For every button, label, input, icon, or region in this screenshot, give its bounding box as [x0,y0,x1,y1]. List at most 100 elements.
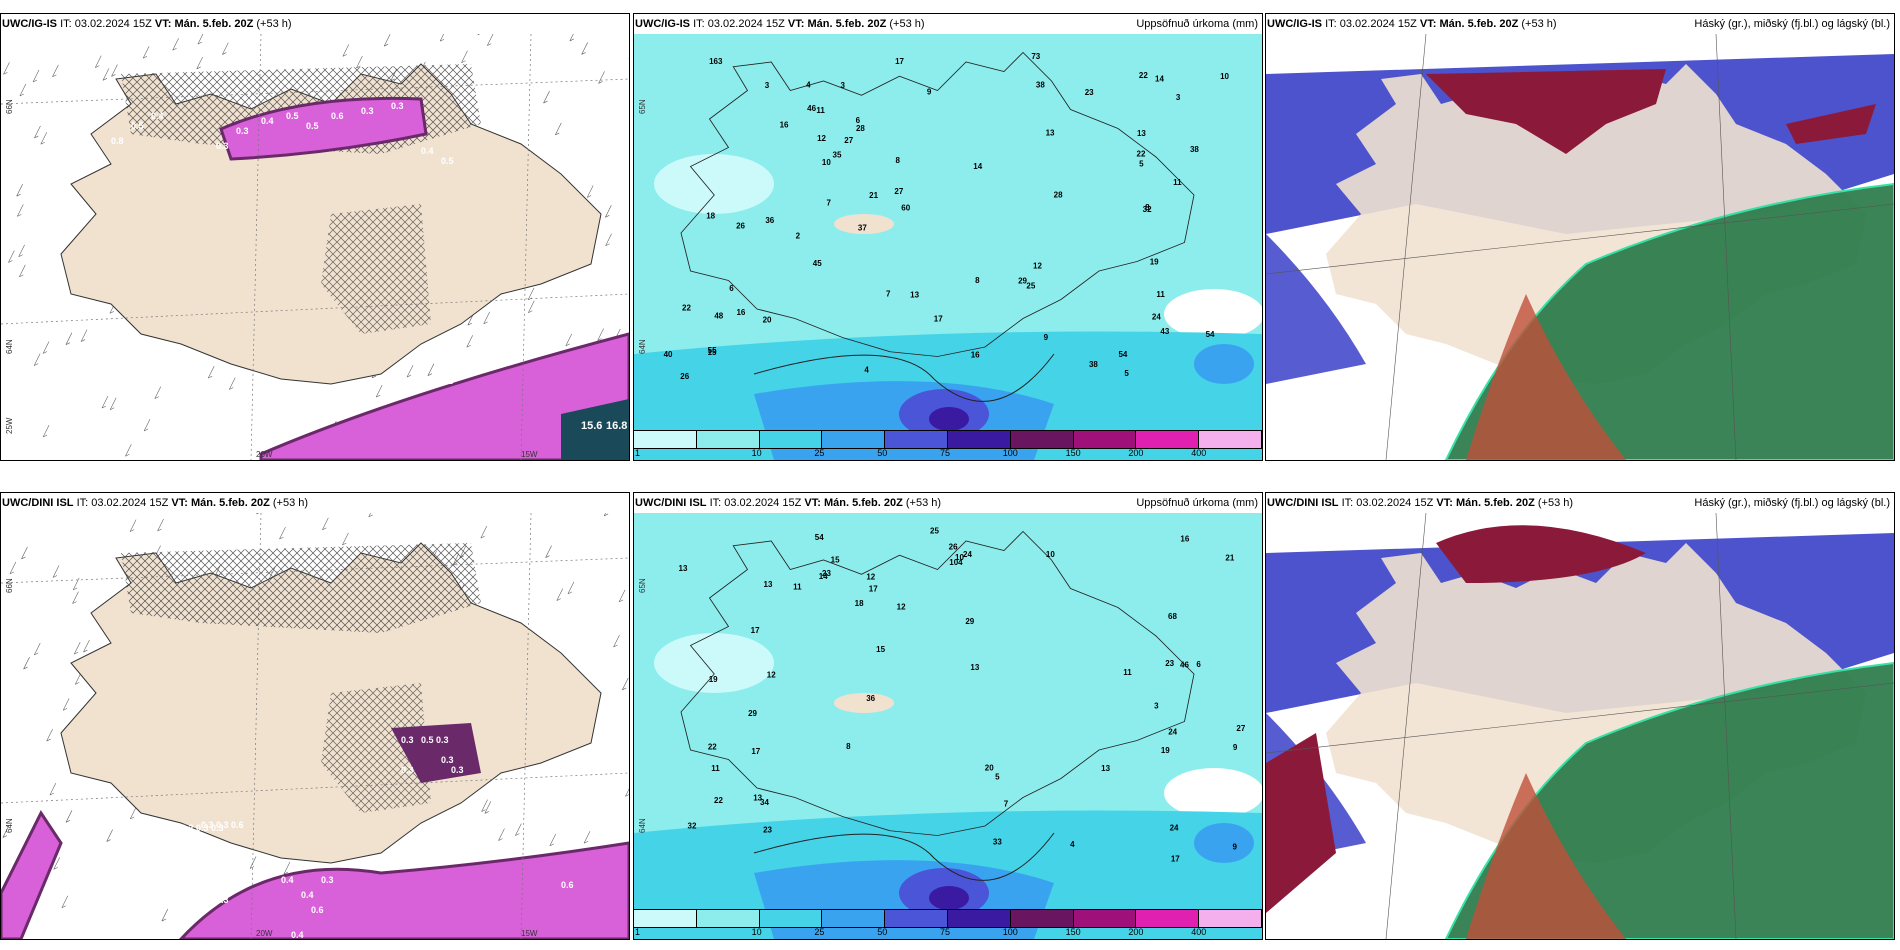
precip-value: 14 [973,162,982,171]
map-area: 17 29 13 15 8 11 13 16 23 24 20 27 9 10 11 12 13 17 26 10 4 5… [634,513,1262,939]
precip-value: 32 [688,821,697,830]
high-cloud [1436,525,1646,583]
precip-value: 16 [780,120,789,129]
legend-swatch [1073,431,1137,448]
legend-swatch [822,910,886,927]
value-label: 0.5 [131,121,144,131]
it-label: IT: [693,18,705,30]
precip-value: 13 [679,564,688,573]
precip-value: 11 [1156,290,1165,299]
precip-value: 4 [806,81,811,90]
precip-value: 3 [841,81,846,90]
legend-label: 200 [1128,927,1144,937]
precip-value: 8 [846,742,851,751]
init-time: 03.02.2024 15Z [1356,497,1434,509]
init-time: 03.02.2024 15Z [1339,18,1417,30]
value-label: 0.6 [311,905,324,915]
legend-label: 10 [751,448,762,458]
precip-value: 5 [995,773,1000,782]
precip-value: 19 [709,675,718,684]
lead-time: (+53 h) [1537,497,1574,509]
precip-value: 3 [1154,701,1159,710]
precip-value: 11 [711,764,720,773]
precip-value: 25 [1026,281,1035,290]
precip-value: 12 [866,572,875,581]
precip-value: 15 [831,555,840,564]
legend-swatch [1010,431,1074,448]
precip-value: 35 [833,151,842,160]
precip-value: 38 [1190,145,1199,154]
precip-value: 3 [765,81,770,90]
precip-value: 29 [965,617,974,626]
value-label: 0.3 [451,765,464,775]
precip-value: 22 [1137,150,1146,159]
legend-label: 400 [1191,448,1207,458]
precip-value: 27 [844,136,853,145]
precip-value: 12 [817,134,826,143]
precip-value: 22 [714,796,723,805]
model-name: UWC/IG-IS [2,18,57,30]
value-label: 0.5 [421,735,434,745]
it-label: IT: [76,497,89,509]
legend-swatch [759,431,823,448]
legend-label: 75 [940,927,951,937]
precip-value: 38 [1089,360,1098,369]
legend-label: 1 [635,448,641,458]
precip-value: 16 [1180,534,1189,543]
latitude-label: 64N [638,339,647,354]
map-canvas [1266,34,1894,460]
precip-value: 33 [993,837,1002,846]
icing-zone [219,96,428,161]
valid-time: Mán. 5.feb. 20Z [174,18,254,30]
value-label: 0.1 [201,895,214,905]
map-area: 0.8 0.5 0.4 0.3 0.3 0.4 0.5 0.5 0.6 0.3 0.3 0.4 0.5 0… [1,34,629,460]
valid-time: Mán. 5.feb. 20Z [1455,497,1535,509]
lead-time: (+53 h) [905,497,942,509]
high-cloud [1426,69,1666,154]
value-label: 0.3 [216,895,229,905]
value-label: 0.5 [581,311,594,321]
lead-time: (+53 h) [1521,18,1557,30]
model-name: UWC/DINI ISL [1267,497,1339,509]
value-label: 0.3 [196,823,209,833]
model-name: UWC/DINI ISL [2,497,74,509]
panel-field-title: Háský (gr.), miðský (fj.bl.) og lágský (… [1694,497,1890,509]
precip-value: 68 [1168,612,1177,621]
precip-value: 14 [1155,75,1164,84]
panel-header: UWC/DINI ISL IT: 03.02.2024 15Z VT: Mán.… [2,496,625,510]
precip-value: 7 [1004,800,1009,809]
legend-label: 100 [1002,927,1018,937]
icing-zone [391,723,481,783]
legend-colorbar [634,909,1262,928]
value-label: 0.2 [181,823,194,833]
value-label: 0.8 [111,136,124,146]
legend-swatch [1136,431,1200,448]
legend-swatch [1073,910,1137,927]
precip-value: 23 [763,825,772,834]
precip-value: 11 [1123,668,1132,677]
precip-value: 22 [682,304,691,313]
value-label: 0.3 [361,106,374,116]
precip-legend: 1 10 25 50 75 100 150 200 400 [634,909,1262,939]
precip-value: 13 [753,794,762,803]
precip-value: 4 [864,366,869,375]
panel-field-title: Uppsöfnuð úrkoma (mm) [1136,497,1258,509]
value-label: 0.4 [291,930,304,939]
init-time: 03.02.2024 15Z [707,18,785,30]
value-label: 0.3 [391,101,404,111]
precip-value: 17 [895,57,904,66]
panel-field-title: Uppsöfnuð úrkoma (mm) [1136,18,1258,30]
lead-time: (+53 h) [889,18,925,30]
valid-time: Mán. 5.feb. 20Z [807,18,887,30]
icing-zone [1,810,63,939]
map-panel-bot-left: UWC/DINI ISL IT: 03.02.2024 15Z VT: Mán.… [0,492,630,940]
value-label: 0.3 [441,755,454,765]
precip-value: 13 [970,663,979,672]
precip-legend: 1 10 25 50 75 100 150 200 400 [634,430,1262,460]
precip-value: 10 [1046,550,1055,559]
precip-value: 26 [949,542,958,551]
legend-swatch [1136,910,1200,927]
valid-time: Mán. 5.feb. 20Z [823,497,903,509]
latitude-label: 66N [5,99,14,114]
vt-label: VT: [1419,18,1437,30]
